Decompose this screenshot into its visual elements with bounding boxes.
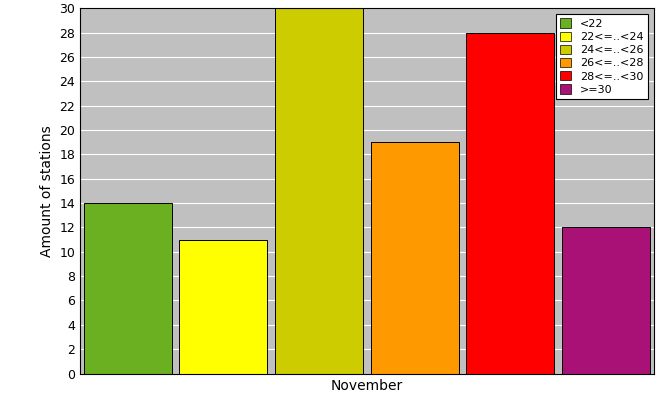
Legend: <22, 22<=..<24, 24<=..<26, 26<=..<28, 28<=..<30, >=30: <22, 22<=..<24, 24<=..<26, 26<=..<28, 28… — [556, 14, 648, 99]
X-axis label: November: November — [331, 379, 403, 393]
Bar — [371, 142, 459, 374]
Bar — [562, 227, 650, 374]
Bar — [84, 203, 172, 374]
Bar — [466, 33, 554, 374]
Bar — [179, 239, 267, 374]
Y-axis label: Amount of stations: Amount of stations — [40, 125, 54, 257]
Bar — [275, 8, 363, 374]
